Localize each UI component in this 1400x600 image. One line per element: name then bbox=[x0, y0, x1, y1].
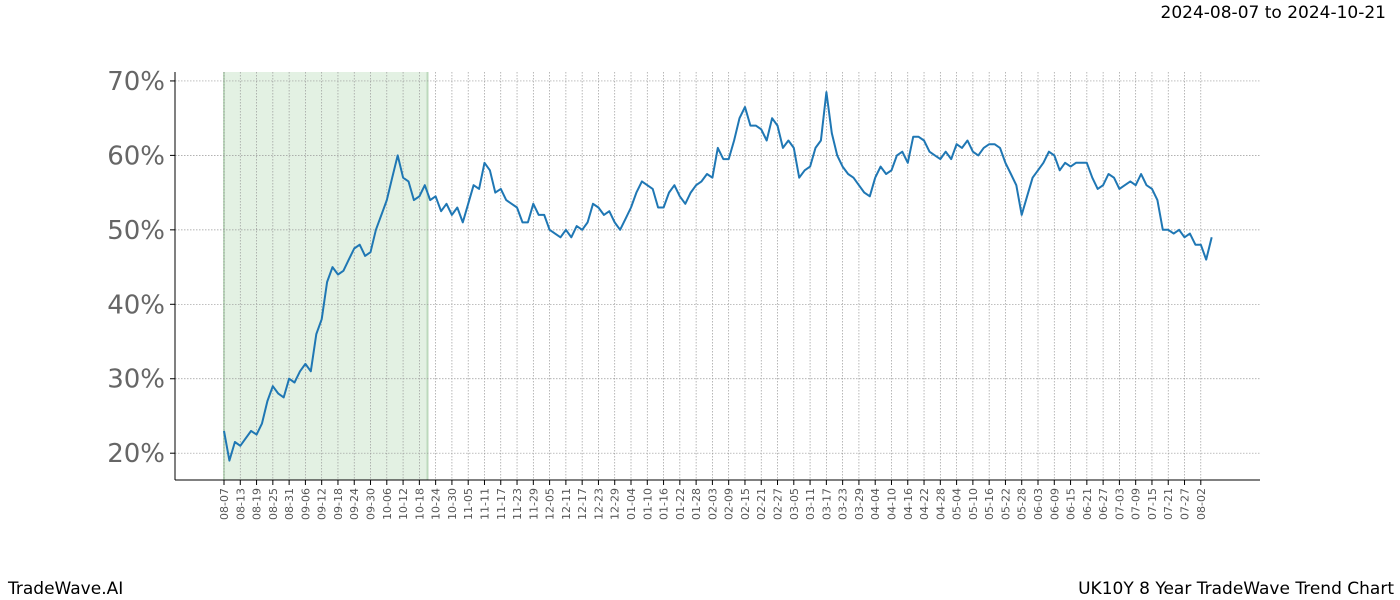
chart-title: 2024-08-07 to 2024-10-21 bbox=[1161, 3, 1386, 23]
x-tick-label: 07-15 bbox=[1146, 488, 1159, 520]
x-tick-label: 05-10 bbox=[967, 488, 980, 520]
y-tick-label: 40% bbox=[107, 290, 165, 320]
x-tick-label: 10-30 bbox=[446, 488, 459, 520]
x-tick-label: 08-13 bbox=[234, 488, 247, 520]
x-tick-label: 01-10 bbox=[641, 488, 654, 520]
y-tick-label: 60% bbox=[107, 141, 165, 171]
x-tick-label: 11-23 bbox=[511, 488, 524, 520]
x-tick-label: 11-29 bbox=[527, 488, 540, 520]
x-tick-label: 04-28 bbox=[934, 488, 947, 520]
x-tick-label: 06-21 bbox=[1081, 488, 1094, 520]
x-tick-label: 11-17 bbox=[495, 488, 508, 520]
footer-left: TradeWave.AI bbox=[7, 579, 123, 599]
x-tick-label: 10-12 bbox=[397, 488, 410, 520]
x-tick-label: 04-10 bbox=[885, 488, 898, 520]
x-tick-label: 08-07 bbox=[218, 488, 231, 520]
x-tick-label: 01-04 bbox=[625, 488, 638, 520]
y-tick-label: 50% bbox=[107, 216, 165, 246]
x-tick-label: 12-17 bbox=[576, 488, 589, 520]
x-tick-label: 05-04 bbox=[951, 488, 964, 520]
x-tick-label: 10-06 bbox=[381, 488, 394, 520]
x-tick-label: 04-16 bbox=[902, 488, 915, 520]
x-tick-label: 11-05 bbox=[462, 488, 475, 520]
x-tick-label: 08-25 bbox=[267, 488, 280, 520]
x-tick-label: 09-24 bbox=[348, 488, 361, 520]
x-tick-label: 05-16 bbox=[983, 488, 996, 520]
x-tick-label: 02-03 bbox=[706, 488, 719, 520]
x-tick-label: 02-21 bbox=[755, 488, 768, 520]
x-tick-label: 08-02 bbox=[1195, 488, 1208, 520]
x-tick-label: 12-29 bbox=[609, 488, 622, 520]
data-line bbox=[223, 91, 1213, 462]
x-tick-label: 08-19 bbox=[251, 488, 264, 520]
x-tick-label: 01-28 bbox=[690, 488, 703, 520]
y-tick-label: 70% bbox=[107, 67, 165, 97]
x-tick-label: 01-16 bbox=[658, 488, 671, 520]
x-tick-label: 07-27 bbox=[1179, 488, 1192, 520]
y-tick-label: 20% bbox=[107, 439, 165, 469]
x-tick-label: 07-03 bbox=[1113, 488, 1126, 520]
x-tick-label: 01-22 bbox=[674, 488, 687, 520]
x-tick-label: 03-05 bbox=[788, 488, 801, 520]
x-tick-label: 02-15 bbox=[739, 488, 752, 520]
x-tick-label: 10-24 bbox=[430, 488, 443, 520]
x-tick-label: 10-18 bbox=[413, 488, 426, 520]
x-tick-label: 12-11 bbox=[560, 488, 573, 520]
highlight-band bbox=[224, 72, 428, 480]
x-tick-label: 06-27 bbox=[1097, 488, 1110, 520]
x-tick-label: 03-17 bbox=[820, 488, 833, 520]
x-tick-label: 05-28 bbox=[1016, 488, 1029, 520]
x-tick-label: 07-21 bbox=[1162, 488, 1175, 520]
x-tick-label: 06-03 bbox=[1032, 488, 1045, 520]
x-tick-label: 09-12 bbox=[316, 488, 329, 520]
x-tick-label: 09-18 bbox=[332, 488, 345, 520]
x-tick-label: 02-09 bbox=[723, 488, 736, 520]
x-tick-label: 05-22 bbox=[999, 488, 1012, 520]
footer-right: UK10Y 8 Year TradeWave Trend Chart bbox=[1078, 579, 1394, 599]
x-tick-label: 04-22 bbox=[918, 488, 931, 520]
x-tick-label: 04-04 bbox=[869, 488, 882, 520]
x-tick-label: 09-06 bbox=[299, 488, 312, 520]
x-tick-label: 02-27 bbox=[772, 488, 785, 520]
x-tick-label: 07-09 bbox=[1130, 488, 1143, 520]
x-tick-label: 12-05 bbox=[544, 488, 557, 520]
x-tick-label: 03-23 bbox=[837, 488, 850, 520]
x-tick-label: 12-23 bbox=[592, 488, 605, 520]
x-tick-label: 06-09 bbox=[1048, 488, 1061, 520]
x-tick-label: 09-30 bbox=[365, 488, 378, 520]
x-tick-label: 06-15 bbox=[1065, 488, 1078, 520]
x-tick-label: 03-29 bbox=[853, 488, 866, 520]
x-tick-label: 03-11 bbox=[804, 488, 817, 520]
x-tick-label: 11-11 bbox=[478, 488, 491, 520]
x-tick-label: 08-31 bbox=[283, 488, 296, 520]
y-tick-label: 30% bbox=[107, 365, 165, 395]
